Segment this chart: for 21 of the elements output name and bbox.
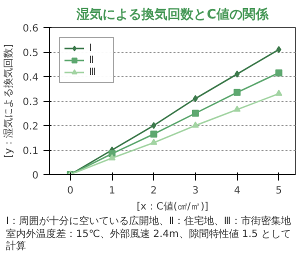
y-tick-label: 0.2 xyxy=(22,122,39,132)
legend-label: Ⅲ xyxy=(89,66,97,78)
x-tick-label: 1 xyxy=(108,186,116,196)
x-tick-label: 3 xyxy=(192,186,199,196)
text: 室内外温度差：15℃、外部風速 2.4m、隙間特性値 1.5 として計算 xyxy=(6,229,292,253)
y-axis-title: [y：湿気による換気回数] xyxy=(2,44,15,158)
x-tick-label: 0 xyxy=(67,186,74,196)
x-tick-label: 5 xyxy=(276,186,282,196)
y-tick-label: 0.6 xyxy=(22,24,39,34)
y-tick-label: 0.5 xyxy=(22,48,39,59)
x-tick-label: 4 xyxy=(234,186,240,196)
y-tick-label: 0.3 xyxy=(22,97,39,108)
chart-title: 湿気による換気回数とC値の関係 xyxy=(76,8,270,22)
legend-label: Ⅰ xyxy=(89,42,93,54)
x-tick-label: 2 xyxy=(150,186,157,196)
legend-label: Ⅱ xyxy=(89,54,95,66)
y-tick-label: 0.1 xyxy=(22,146,39,157)
y-tick-label: 0 xyxy=(32,170,39,182)
x-axis-title: [x：C値(㎠/㎡)] xyxy=(136,200,209,212)
text: Ⅰ：周囲が十分に空いている広開地、Ⅱ：住宅地、Ⅲ：市街密集地 xyxy=(6,216,291,228)
y-tick-label: 0.4 xyxy=(22,72,39,84)
